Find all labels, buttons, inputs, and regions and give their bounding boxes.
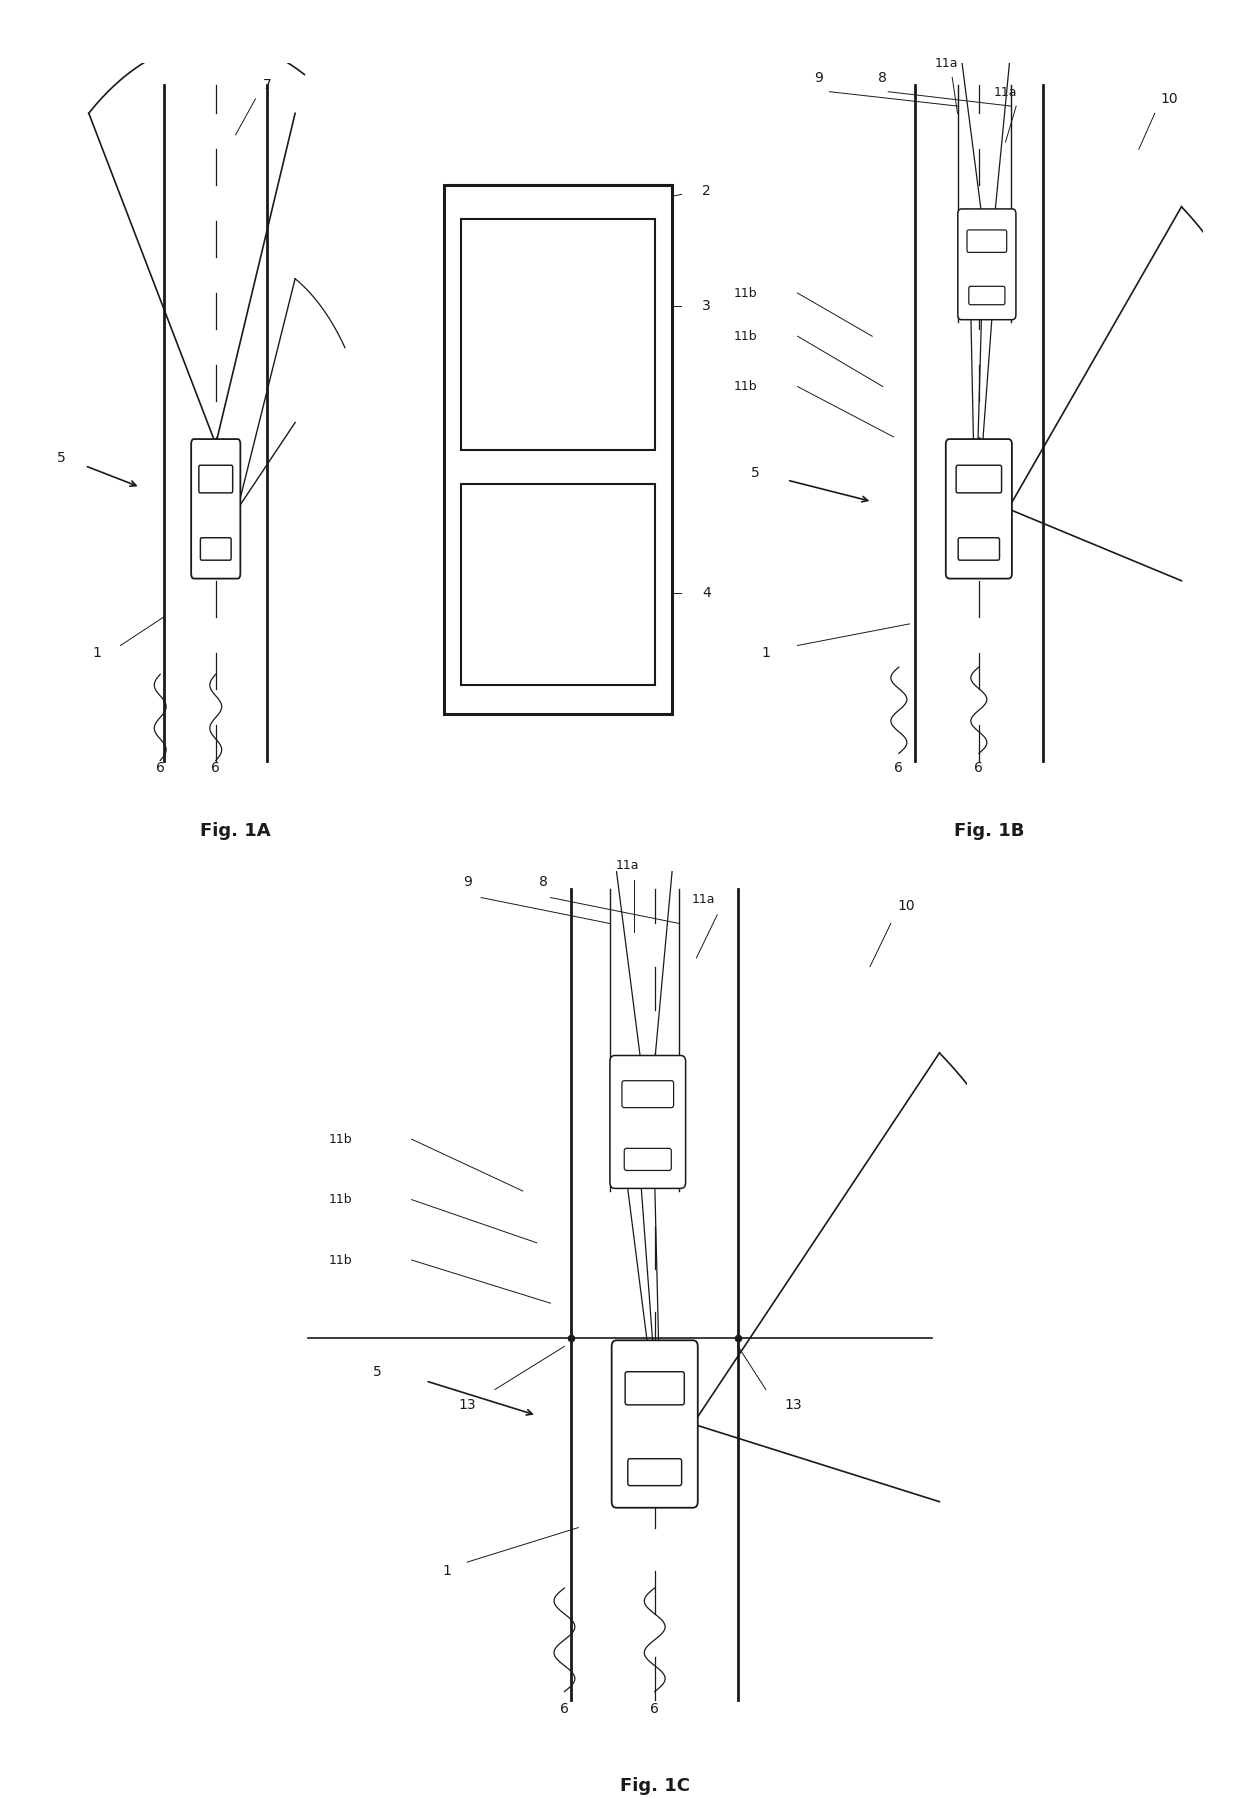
Text: 6: 6 [894,761,903,775]
Text: 11a: 11a [935,58,959,70]
Text: 5: 5 [372,1365,382,1379]
Text: 11b: 11b [734,286,758,300]
Text: 4: 4 [702,586,711,601]
Text: 6: 6 [156,761,165,775]
Text: Fig. 1B: Fig. 1B [955,822,1024,840]
Text: 6: 6 [650,1703,660,1715]
FancyBboxPatch shape [957,209,1016,320]
FancyBboxPatch shape [201,538,231,561]
Text: 3: 3 [702,298,711,313]
Text: 9: 9 [463,876,471,888]
Text: 1: 1 [761,645,770,660]
FancyBboxPatch shape [946,439,1012,579]
FancyBboxPatch shape [627,1458,682,1485]
Text: 6: 6 [211,761,221,775]
FancyBboxPatch shape [959,538,999,561]
Text: Fig. 1C: Fig. 1C [620,1776,689,1794]
FancyBboxPatch shape [191,439,241,579]
FancyBboxPatch shape [611,1340,698,1509]
FancyBboxPatch shape [967,230,1007,252]
Text: 10: 10 [898,899,915,913]
Text: 6: 6 [560,1703,569,1715]
FancyBboxPatch shape [444,185,672,714]
Text: 2: 2 [702,183,711,198]
FancyBboxPatch shape [461,219,655,450]
Text: 8: 8 [878,70,888,85]
FancyBboxPatch shape [198,466,233,493]
FancyBboxPatch shape [625,1372,684,1404]
Text: 5: 5 [57,451,66,466]
Text: Fig. 1A: Fig. 1A [201,822,270,840]
Text: 10: 10 [1161,92,1178,106]
Text: 11a: 11a [692,894,715,906]
FancyBboxPatch shape [461,484,655,685]
FancyBboxPatch shape [624,1149,671,1170]
FancyBboxPatch shape [622,1081,673,1108]
Text: 11a: 11a [615,859,639,872]
Text: 11b: 11b [329,1194,352,1206]
Text: 1: 1 [441,1564,451,1577]
Text: 11b: 11b [734,329,758,343]
FancyBboxPatch shape [968,286,1004,304]
Text: 8: 8 [539,876,548,888]
Text: 9: 9 [815,70,823,85]
Text: 13: 13 [785,1399,802,1411]
Text: 11b: 11b [734,379,758,394]
Text: 11b: 11b [329,1253,352,1266]
Text: 13: 13 [459,1399,476,1411]
Text: 11a: 11a [993,86,1017,99]
Text: 6: 6 [975,761,983,775]
Text: 11b: 11b [329,1133,352,1145]
FancyBboxPatch shape [610,1055,686,1188]
Text: 1: 1 [92,645,102,660]
Text: 7: 7 [263,77,272,92]
FancyBboxPatch shape [956,466,1002,493]
Text: 5: 5 [750,466,759,480]
